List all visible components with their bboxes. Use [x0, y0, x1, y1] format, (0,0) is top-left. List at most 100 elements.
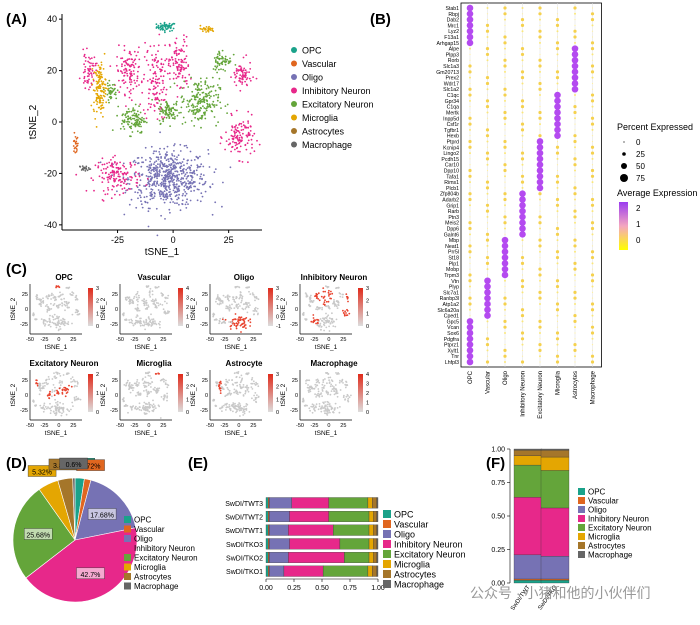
dot-mark — [591, 343, 594, 346]
scatter-point — [198, 100, 201, 103]
feature-point — [347, 300, 349, 303]
dot-mark — [573, 244, 577, 248]
scatter-point — [209, 186, 212, 189]
dot-mark — [591, 239, 594, 241]
scatter-point — [186, 99, 189, 102]
legend-avg-title: Average Expression — [617, 188, 697, 198]
feature-point — [130, 321, 133, 324]
scatter-point — [82, 71, 85, 74]
feature-point — [71, 313, 74, 316]
scatter-point — [92, 62, 94, 65]
scatter-point — [101, 172, 104, 174]
scatter-point — [120, 170, 122, 173]
dot-mark — [485, 81, 490, 86]
feature-point — [62, 403, 64, 405]
dot-mark — [485, 337, 490, 341]
feature-point — [151, 290, 154, 292]
dot-mark — [539, 100, 541, 102]
x-tick-label: -50 — [206, 337, 214, 343]
scatter-point — [135, 206, 138, 209]
dot-mark — [469, 285, 471, 288]
dot-mark — [469, 76, 471, 79]
dot-mark — [485, 76, 490, 80]
y-tick-label: 0 — [295, 307, 298, 313]
feature-point — [232, 298, 235, 301]
scatter-point — [111, 129, 114, 132]
scatter-point — [148, 183, 151, 186]
scatter-point — [190, 175, 193, 178]
feature-point — [132, 324, 135, 327]
scatter-point — [219, 88, 222, 91]
scatter-point — [211, 76, 214, 79]
feature-point — [52, 318, 55, 321]
feature-point — [242, 303, 245, 306]
dot-mark — [591, 59, 594, 61]
scatter-point — [159, 182, 162, 185]
scatter-point — [194, 106, 197, 108]
legend-label: Inhibitory Neuron — [134, 544, 195, 553]
scatter-point — [192, 106, 195, 109]
feature-point — [146, 372, 149, 375]
feature-point — [150, 325, 153, 327]
scatter-point — [199, 27, 202, 30]
scatter-point — [157, 107, 160, 110]
dot-mark — [536, 184, 544, 192]
feature-point — [330, 383, 333, 386]
feature-point — [129, 299, 131, 302]
scatter-point — [183, 181, 186, 183]
scatter-point — [187, 103, 190, 105]
dot-mark — [574, 169, 576, 172]
dot-mark — [571, 80, 579, 87]
scatter-point — [108, 101, 110, 104]
scatter-point — [130, 99, 133, 102]
feature-point — [233, 324, 236, 326]
bar-segment — [268, 511, 270, 522]
dot-mark — [538, 87, 542, 91]
scatter-point — [247, 126, 250, 129]
y-tick-label: 25 — [22, 378, 28, 384]
feature-point — [67, 321, 70, 323]
scatter-point — [84, 66, 87, 68]
feature-point — [131, 299, 134, 302]
feature-point — [333, 299, 335, 301]
scatter-point — [130, 53, 132, 56]
scatter-point — [158, 33, 161, 36]
legend-label: OPC — [134, 516, 152, 525]
dot-mark — [485, 157, 490, 161]
scatter-point — [155, 185, 157, 188]
feature-point — [48, 308, 51, 311]
scatter-point — [78, 77, 81, 80]
dot-mark — [590, 354, 595, 358]
scatter-point — [205, 26, 208, 28]
scatter-point — [248, 77, 251, 80]
scatter-point — [233, 135, 235, 138]
scatter-point — [193, 171, 195, 173]
feature-point — [56, 400, 59, 403]
scatter-point — [165, 154, 168, 157]
scatter-point — [102, 88, 105, 91]
y-tick-label: 0 — [25, 393, 28, 399]
feature-point — [247, 390, 250, 393]
legend-swatch — [578, 515, 585, 522]
feature-point — [132, 387, 135, 389]
dot-mark — [539, 302, 541, 305]
scatter-point — [147, 64, 150, 66]
scatter-point — [251, 134, 254, 137]
feature-point — [57, 306, 60, 309]
bar-segment — [269, 524, 289, 536]
scatter-point — [136, 110, 139, 113]
scatter-point — [171, 114, 173, 116]
scatter-point — [122, 176, 125, 179]
dot-mark — [590, 18, 595, 22]
feature-point — [257, 396, 260, 398]
feature-point — [321, 390, 324, 392]
feature-point — [49, 325, 52, 328]
feature-point — [146, 403, 149, 406]
scatter-point — [157, 184, 160, 187]
feature-point — [49, 394, 51, 396]
feature-point — [243, 410, 246, 413]
scatter-point — [140, 81, 143, 84]
feature-point — [233, 407, 236, 409]
feature-point — [136, 304, 139, 306]
feature-point — [244, 307, 247, 310]
